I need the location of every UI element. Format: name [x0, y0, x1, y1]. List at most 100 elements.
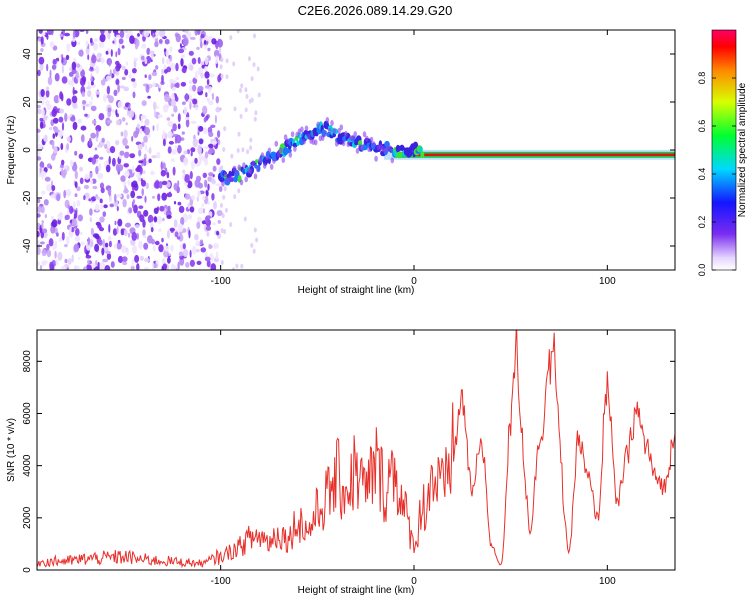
noise-speckle [192, 138, 198, 148]
noise-speckle [213, 49, 220, 58]
noise-speckle [121, 65, 126, 71]
track-halo-speckle [374, 155, 378, 162]
noise-speckle [178, 251, 184, 257]
noise-speckle [119, 85, 125, 89]
noise-speckle [140, 128, 143, 135]
noise-speckle [74, 181, 78, 189]
noise-speckle [187, 180, 193, 189]
noise-speckle [100, 30, 105, 35]
track-halo-speckle [334, 140, 339, 147]
noise-speckle [189, 101, 192, 110]
noise-speckle [124, 69, 129, 76]
noise-speckle [107, 107, 112, 113]
noise-speckle [89, 217, 93, 223]
noise-speckle [177, 180, 180, 187]
noise-speckle [74, 265, 80, 270]
noise-speckle [220, 202, 223, 208]
noise-speckle [37, 128, 41, 133]
noise-speckle [152, 101, 157, 111]
noise-speckle [87, 81, 91, 87]
noise-speckle [196, 196, 199, 202]
noise-speckle [125, 122, 128, 126]
noise-speckle [75, 228, 80, 237]
track-halo-speckle [320, 135, 325, 141]
noise-speckle [38, 56, 45, 65]
noise-speckle [162, 138, 166, 147]
noise-speckle [188, 80, 193, 85]
noise-speckle [197, 57, 201, 64]
noise-speckle [219, 64, 223, 70]
noise-speckle [83, 195, 86, 201]
noise-speckle [58, 116, 64, 123]
noise-speckle [182, 37, 189, 47]
noise-speckle [115, 34, 122, 38]
noise-speckle [63, 189, 67, 199]
noise-speckle [139, 214, 145, 223]
noise-speckle [245, 94, 249, 99]
noise-speckle [115, 140, 120, 146]
noise-speckle [37, 239, 40, 246]
noise-speckle [256, 66, 260, 72]
noise-speckle [202, 208, 205, 214]
noise-speckle [82, 100, 87, 105]
noise-speckle [216, 158, 221, 166]
noise-speckle [197, 216, 203, 223]
noise-speckle [184, 117, 190, 120]
noise-speckle [100, 204, 104, 210]
noise-speckle [129, 35, 135, 44]
noise-speckle [77, 41, 81, 46]
noise-speckle [118, 38, 124, 45]
noise-speckle [74, 170, 79, 180]
snr-y-label: SNR (10 * v/v) [6, 418, 17, 482]
noise-speckle [154, 240, 160, 246]
noise-speckle [85, 40, 89, 47]
spectrogram-y-tick-label: 20 [22, 96, 33, 108]
noise-speckle [69, 159, 74, 167]
noise-speckle [74, 150, 78, 156]
snr-y-ticks: 0 2000 4000 6000 8000 [22, 350, 675, 573]
noise-speckle [85, 103, 90, 108]
noise-speckle [115, 51, 118, 58]
noise-speckle [94, 203, 100, 212]
track-halo-speckle [218, 186, 223, 192]
noise-speckle [253, 227, 257, 233]
noise-speckle [54, 240, 58, 249]
track-halo-speckle [269, 163, 274, 170]
noise-speckle [40, 205, 45, 214]
noise-speckle [181, 101, 186, 105]
noise-speckle [241, 147, 245, 153]
spectrogram-y-tick-label: -20 [22, 190, 33, 205]
noise-speckle [40, 96, 47, 101]
noise-speckle [123, 163, 129, 168]
noise-speckle [167, 130, 173, 139]
track-halo-speckle [327, 127, 332, 134]
noise-speckle [72, 201, 76, 209]
noise-speckle [206, 231, 210, 237]
track-halo-speckle [316, 121, 320, 128]
track-halo-speckle [304, 125, 309, 132]
track-halo-speckle [339, 124, 344, 131]
noise-speckle [37, 108, 42, 115]
noise-speckle [206, 97, 210, 103]
noise-speckle [71, 254, 74, 263]
noise-speckle [225, 58, 229, 64]
noise-speckle [250, 242, 254, 248]
noise-speckle [41, 249, 47, 257]
colorbar-tick-label: 0.2 [697, 216, 707, 229]
noise-speckle [108, 155, 111, 165]
noise-speckle [170, 244, 174, 252]
noise-speckle [80, 69, 85, 78]
noise-speckle [52, 140, 55, 150]
noise-speckle [217, 130, 221, 138]
noise-speckle [37, 104, 41, 109]
noise-speckle [99, 33, 106, 43]
colorbar-tick-label: 0.8 [697, 72, 707, 85]
noise-speckle [158, 181, 163, 189]
noise-speckle [201, 203, 204, 208]
noise-speckle [110, 49, 113, 57]
noise-speckle [76, 186, 81, 192]
noise-speckle [240, 263, 244, 269]
noise-speckle [43, 199, 49, 206]
noise-speckle [52, 133, 56, 139]
noise-speckle [91, 156, 97, 165]
